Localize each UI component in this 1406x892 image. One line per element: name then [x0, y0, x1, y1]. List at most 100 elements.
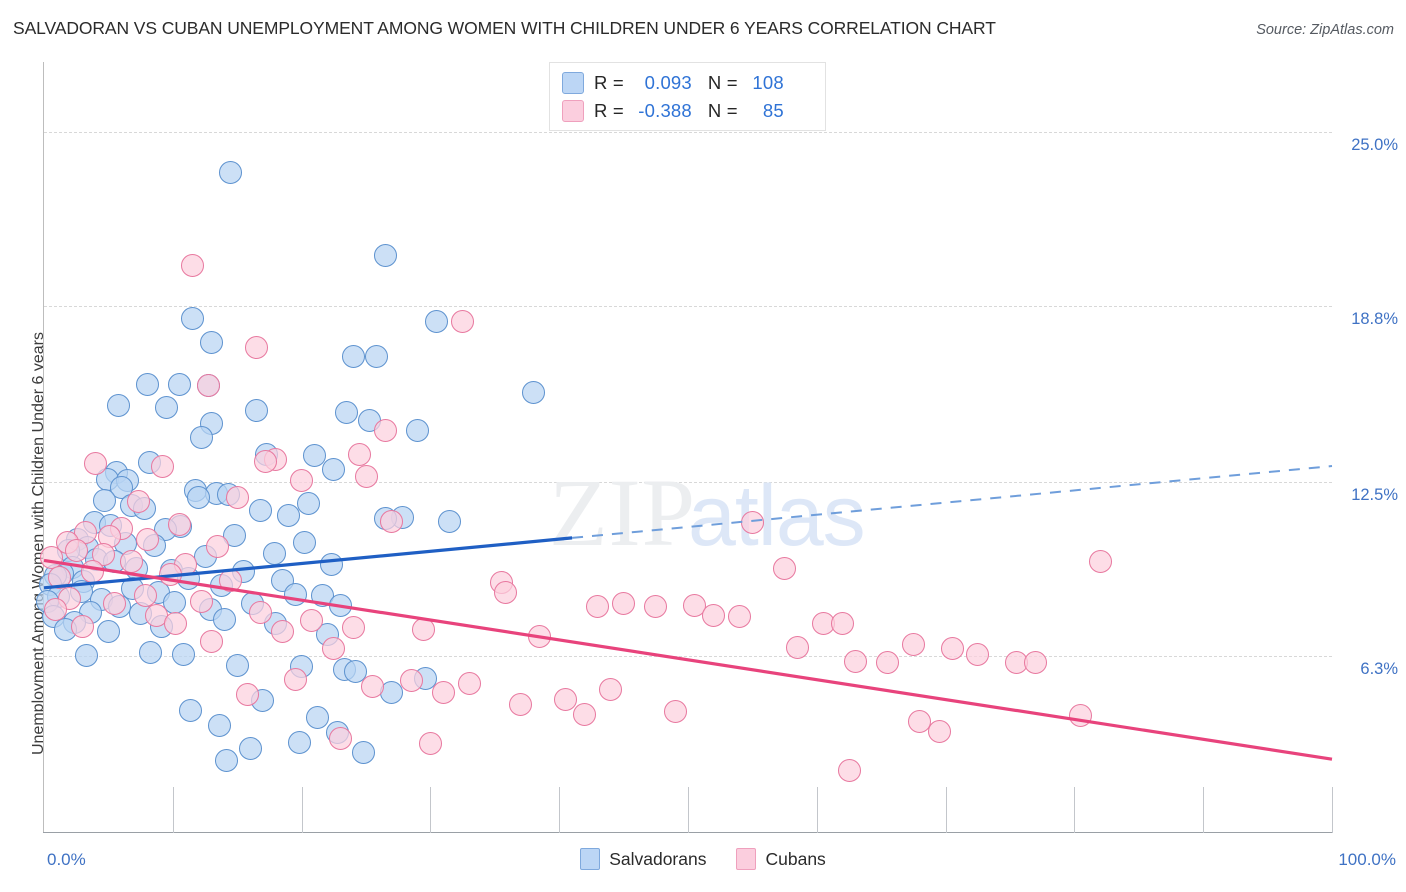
scatter-point-c — [644, 595, 668, 619]
scatter-point-c — [236, 683, 259, 707]
stats-row-salvadorans: R = 0.093 N = 108 — [550, 69, 825, 97]
r-value: -0.388 — [638, 100, 692, 121]
scatter-point-c — [663, 700, 687, 724]
series-legend-swatch-salvadorans — [580, 848, 601, 870]
scatter-point-c — [457, 672, 481, 696]
scatter-point-s — [207, 714, 231, 738]
scatter-point-c — [418, 732, 442, 756]
scatter-point-c — [682, 593, 706, 617]
scatter-point-c — [843, 649, 867, 673]
scatter-point-c — [245, 336, 269, 360]
scatter-point-s — [93, 488, 117, 512]
n-value: 108 — [752, 72, 784, 93]
correlation-stats-legend: R = 0.093 N = 108 R = -0.388 N = 85 — [549, 62, 826, 131]
scatter-point-s — [187, 485, 211, 509]
scatter-point-c — [586, 595, 610, 619]
scatter-point-c — [354, 464, 378, 488]
scatter-point-s — [425, 309, 449, 333]
y-axis-tick-label: 25.0% — [1351, 136, 1398, 154]
source-label: Source: ZipAtlas.com — [1256, 22, 1394, 38]
scatter-point-c — [876, 651, 900, 675]
scatter-point-s — [373, 243, 397, 267]
scatter-point-c — [189, 589, 213, 613]
scatter-point-c — [44, 597, 68, 621]
scatter-point-s — [238, 736, 262, 760]
scatter-point-s — [171, 642, 195, 666]
series-legend-item-salvadorans[interactable]: Salvadorans — [580, 848, 706, 870]
trendline-cubans — [43, 558, 1333, 761]
scatter-point-c — [254, 449, 278, 473]
scatter-point-c — [225, 485, 249, 509]
scatter-point-c — [135, 527, 159, 551]
scatter-point-c — [451, 309, 475, 333]
scatter-point-c — [328, 726, 352, 750]
scatter-point-c — [163, 611, 187, 635]
scatter-point-c — [199, 630, 223, 654]
gridline — [44, 655, 1332, 657]
scatter-point-s — [287, 730, 311, 754]
scatter-point-c — [940, 637, 964, 661]
page-title: SALVADORAN VS CUBAN UNEMPLOYMENT AMONG W… — [13, 18, 996, 38]
trendline-salvadorans-dashed — [571, 465, 1333, 539]
scatter-point-c — [908, 709, 932, 733]
scatter-point-c — [966, 642, 990, 666]
scatter-point-c — [1024, 651, 1048, 675]
scatter-point-c — [290, 469, 314, 493]
legend-swatch-salvadorans — [562, 72, 584, 94]
scatter-point-c — [831, 611, 855, 635]
series-legend-item-cubans[interactable]: Cubans — [736, 848, 826, 870]
scatter-point-c — [612, 592, 636, 616]
n-value: 85 — [762, 100, 784, 121]
y-axis-tick-label: 12.5% — [1351, 486, 1398, 504]
n-label: N = — [707, 72, 738, 93]
scatter-point-s — [292, 530, 316, 554]
scatter-point-s — [75, 644, 98, 668]
scatter-point-s — [154, 396, 178, 420]
scatter-point-c — [728, 604, 752, 628]
x-tick-mark — [1332, 787, 1333, 833]
scatter-point-s — [364, 344, 388, 368]
scatter-point-c — [84, 452, 108, 476]
y-axis-tick-label: 6.3% — [1360, 659, 1398, 678]
stats-text: R = 0.093 N = 108 — [594, 72, 784, 94]
scatter-point-c — [270, 620, 294, 644]
plot-area: ZIPatlas — [36, 62, 1333, 833]
scatter-point-c — [901, 632, 925, 656]
scatter-point-c — [399, 669, 423, 693]
scatter-point-c — [493, 581, 517, 605]
x-tick-mark — [559, 787, 561, 833]
scatter-point-c — [300, 609, 324, 633]
x-tick-mark — [816, 787, 818, 833]
scatter-point-s — [322, 457, 346, 481]
scatter-point-s — [107, 393, 131, 417]
scatter-point-s — [219, 161, 243, 185]
scatter-point-c — [150, 455, 174, 479]
scatter-point-c — [773, 557, 797, 581]
scatter-point-s — [199, 330, 223, 354]
scatter-point-s — [189, 425, 213, 449]
n-label: N = — [707, 100, 738, 121]
x-tick-mark — [301, 787, 303, 833]
x-tick-mark — [688, 787, 689, 833]
scatter-point-s — [223, 523, 247, 547]
x-tick-mark — [430, 787, 432, 833]
scatter-point-c — [180, 253, 204, 277]
series-legend: Salvadorans Cubans — [0, 848, 1406, 870]
y-axis-tick-label: 18.8% — [1351, 309, 1398, 328]
scatter-point-s — [248, 498, 272, 522]
x-axis-max-label: 100.0% — [1338, 850, 1396, 869]
scatter-point-s — [335, 400, 359, 424]
scatter-point-c — [322, 637, 346, 661]
x-axis-min-label: 0.0% — [47, 850, 86, 869]
scatter-point-c — [554, 687, 578, 711]
scatter-point-s — [263, 541, 287, 565]
scatter-point-s — [225, 653, 249, 677]
scatter-point-c — [431, 680, 455, 704]
trend-lines-layer — [43, 465, 1333, 761]
r-value: 0.093 — [644, 72, 692, 93]
x-tick-mark — [1203, 787, 1205, 833]
y-axis-line — [43, 62, 44, 832]
scatter-point-c — [71, 614, 95, 638]
series-legend-label: Cubans — [765, 848, 826, 869]
